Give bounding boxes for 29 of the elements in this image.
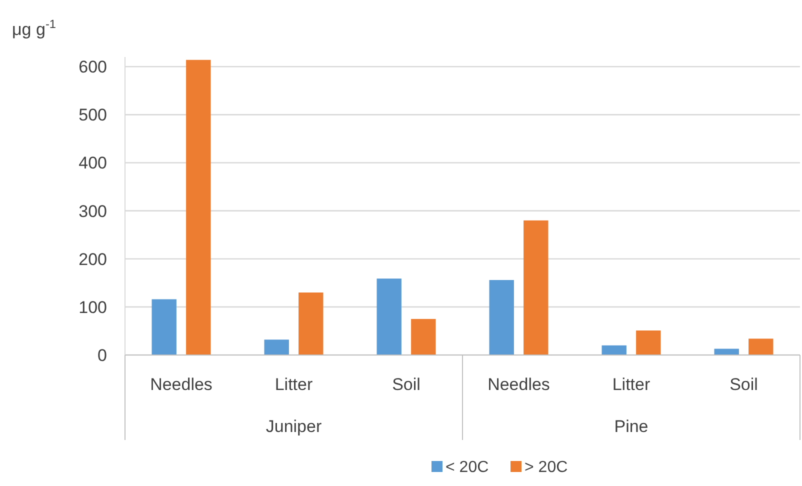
legend-label: > 20C <box>524 459 568 476</box>
x-tick-label: Litter <box>274 375 313 394</box>
y-tick-label: 200 <box>78 250 107 269</box>
x-tick-label: Litter <box>612 375 650 394</box>
x-tick-label: Soil <box>392 375 420 394</box>
bar <box>489 280 514 355</box>
legend-label: < 20C <box>446 459 489 476</box>
bar <box>748 338 774 355</box>
bar <box>186 60 211 355</box>
bar <box>636 330 661 355</box>
y-tick-label: 600 <box>78 58 107 77</box>
x-tick-label: Needles <box>150 375 212 394</box>
bar <box>264 340 289 355</box>
bar <box>524 220 548 355</box>
bar <box>152 299 176 355</box>
bar <box>411 318 436 355</box>
y-tick-label: 300 <box>78 202 107 221</box>
y-tick-label: 100 <box>78 298 107 317</box>
y-tick-label: 500 <box>78 106 107 125</box>
y-tick-label: 400 <box>78 154 107 173</box>
y-axis-title: μg g$^{-1}$ <box>12 17 56 39</box>
text: Juniper <box>266 417 322 436</box>
x-tick-label: Soil <box>730 375 758 394</box>
x-tick-label: Needles <box>488 375 550 394</box>
text: Pine <box>614 417 648 436</box>
bar <box>376 278 402 355</box>
bar <box>602 345 626 355</box>
y-tick-label: 0 <box>98 346 107 365</box>
bar <box>298 292 324 355</box>
